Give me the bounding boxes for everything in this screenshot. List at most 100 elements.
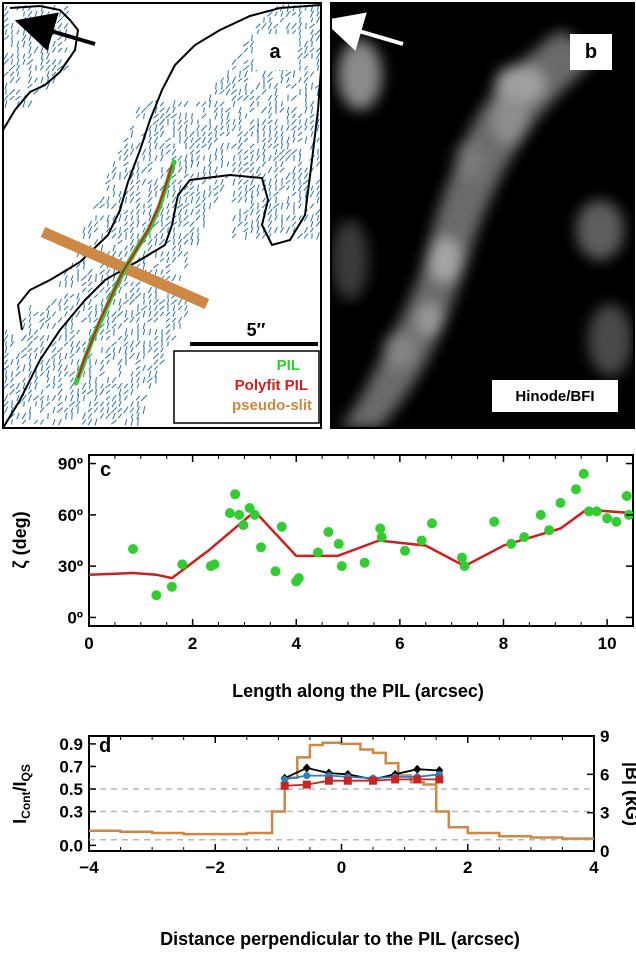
field-vector [87,407,93,413]
field-vector [88,401,92,407]
field-vector [140,305,148,311]
field-vector [243,95,249,101]
field-vector [4,359,8,365]
field-vector [232,118,236,126]
panel-d-ylabel-left: ICont/IQS [10,764,33,824]
field-vector [52,365,56,371]
field-vector [242,41,250,47]
field-vector [177,305,183,311]
panel-c-xlabel: Length along the PIL (arcsec) [232,681,484,701]
field-vector [202,202,206,210]
field-vector [279,107,285,113]
field-vector [158,238,166,246]
field-vector [106,406,110,414]
field-vector [316,196,320,204]
field-vector [46,334,50,342]
field-vector [21,334,27,342]
field-vector [267,106,273,114]
field-vector [237,167,243,173]
field-vector [207,131,213,137]
field-vector [118,401,122,407]
field-vector [256,123,260,133]
field-vector [189,221,195,227]
field-vector [249,100,255,108]
field-vector [170,113,178,119]
field-vector [34,77,38,83]
field-vector [159,359,165,365]
field-vector [310,214,314,222]
field-vector [274,178,278,186]
field-vector [148,305,152,311]
field-vector [310,29,314,35]
field-vector [238,191,242,197]
field-vector [160,208,164,216]
field-vector [70,394,74,402]
field-vector [189,142,195,150]
field-vector [3,94,9,102]
field-vector [95,274,97,282]
field-vector [118,298,122,306]
field-vector [28,353,32,359]
field-vector [237,131,243,137]
field-vector [250,59,254,65]
arrow-icon-white [331,12,404,51]
field-vector [153,359,159,365]
field-vector [10,59,14,65]
field-vector [166,209,170,215]
field-vector [124,310,128,318]
field-vector [28,317,32,323]
field-vector [123,172,129,180]
field-vector [293,202,295,210]
field-vector [46,52,50,60]
field-vector [243,155,249,161]
field-vector [28,328,32,336]
field-vector [143,340,145,348]
field-vector [255,166,261,174]
field-vector [243,137,249,143]
field-vector [257,202,259,210]
field-vector [4,376,8,384]
field-vector [65,412,67,420]
field-vector [63,305,69,311]
field-vector [129,196,135,204]
field-vector [3,10,9,18]
field-vector [135,340,141,348]
field-vector [47,395,49,401]
field-vector [165,323,171,329]
field-vector [225,88,231,96]
field-vector [261,118,267,126]
field-vector [105,329,111,335]
field-vector [16,394,20,402]
field-vector [129,352,135,360]
legend-pil: PIL [277,357,300,374]
field-vector [10,370,14,378]
field-vector [315,208,321,216]
field-strength-marker [413,775,422,784]
field-vector [191,154,193,162]
field-vector [316,155,320,161]
zeta-point [591,506,602,517]
field-vector [165,275,171,281]
field-vector [292,227,296,233]
field-vector [165,149,171,155]
field-vector [137,323,139,329]
field-vector [154,335,158,341]
field-vector [40,58,44,66]
field-vector [28,358,32,366]
field-vector [303,40,309,48]
field-vector [166,251,170,257]
field-vector [256,148,260,156]
field-vector [274,226,278,234]
field-vector [226,112,230,120]
field-vector [45,365,51,371]
field-vector [201,101,207,107]
field-vector [183,263,189,269]
field-vector [251,46,253,54]
field-vector [56,65,64,71]
field-vector [137,304,139,312]
field-vector [208,100,212,108]
field-vector [88,232,92,240]
field-vector [8,64,16,72]
field-vector [201,179,207,185]
field-vector [274,125,278,131]
